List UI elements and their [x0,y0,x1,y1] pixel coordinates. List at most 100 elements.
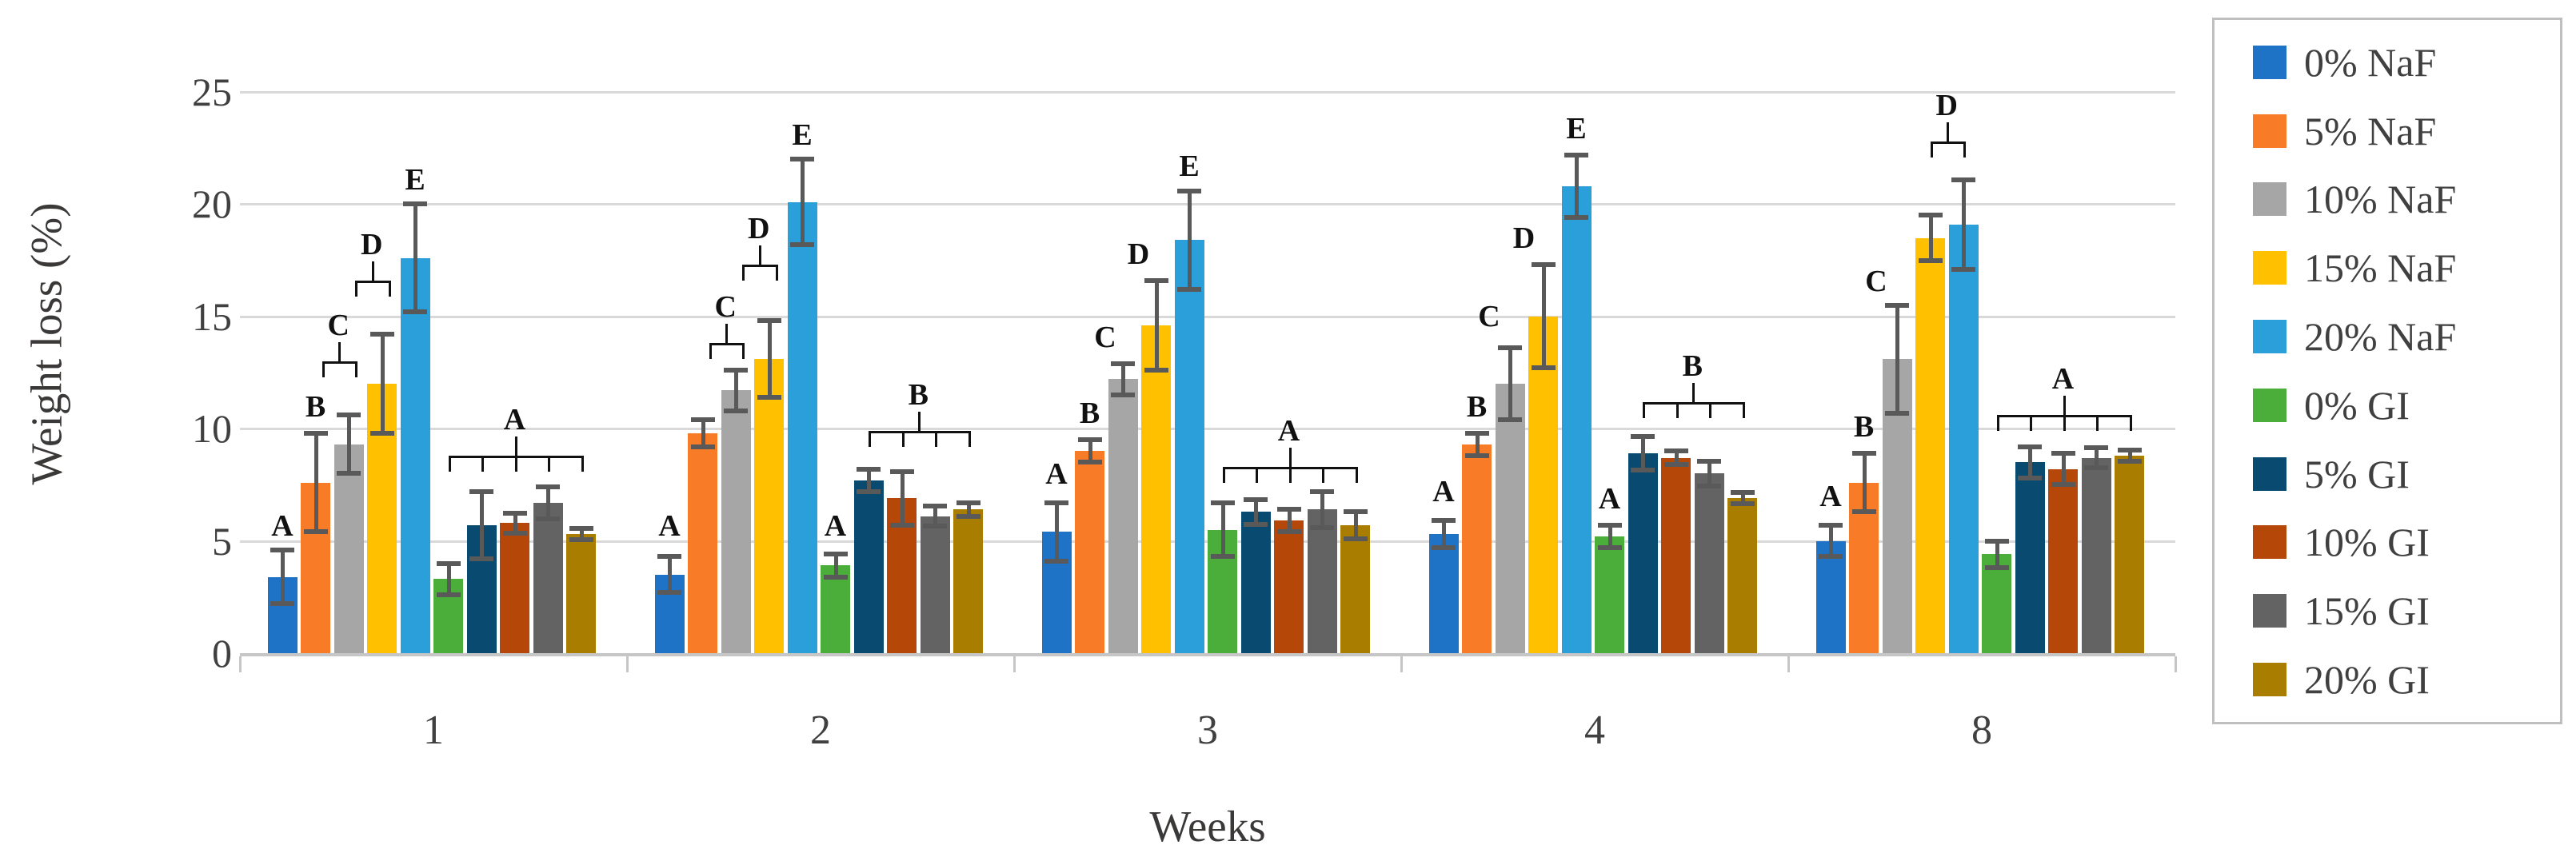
error-bar [347,415,351,474]
bracket-stem [1947,122,1950,142]
y-tick-label: 10 [192,406,232,452]
x-axis-line [240,653,2175,656]
error-bar-cap-top [270,547,294,552]
bar-week1-20GI [566,534,596,653]
error-bar-cap-top [502,510,527,516]
legend-item-15NaF: 15% NaF [2253,247,2560,289]
gridline-10 [240,428,2175,431]
error-bar-cap-top [1663,448,1688,454]
y-tick-label: 25 [192,70,232,114]
error-bar-cap-bottom [2051,482,2075,488]
legend-item-10NaF: 10% NaF [2253,178,2560,220]
error-bar [1641,436,1645,471]
bar-week4-10NaF [1495,384,1525,653]
bracket-leg [388,280,391,297]
bar-week1-15GI [533,502,563,653]
significance-letter: A [824,508,847,543]
error-bar-cap-top [1077,437,1102,443]
error-bar [1541,265,1546,369]
significance-letter: E [1179,149,1200,184]
significance-letter: C [1094,320,1116,354]
error-bar [767,321,772,397]
bracket-leg [1256,466,1258,483]
error-bar [1154,280,1159,371]
bracket-leg [968,431,971,447]
bracket-leg [581,455,584,472]
error-bar-cap-top [1432,518,1456,524]
error-bar [314,432,318,532]
significance-letter: B [305,389,326,424]
error-bar [1475,432,1480,456]
bar-week8-15NaF [1915,237,1945,653]
error-bar [1254,499,1258,524]
error-bar-cap-top [1531,262,1556,268]
error-bar [281,549,285,604]
error-bar-cap-top [2084,445,2108,451]
error-bar-cap-top [1631,434,1655,440]
error-bar [413,204,417,313]
bracket-leg [2030,415,2032,432]
error-bar-cap-top [2018,444,2042,449]
legend-swatch-icon [2253,388,2286,422]
bracket-leg [1742,401,1745,418]
error-bar-cap-top [724,368,748,373]
x-category-label: 3 [1197,708,1218,753]
significance-letter: B [1079,397,1100,431]
error-bar [1088,440,1092,463]
error-bar [801,159,805,245]
x-axis-tick [1400,656,1403,672]
error-bar-cap-top [1885,302,1909,308]
error-bar-cap-top [1951,177,1975,182]
legend-item-0NaF: 0% NaF [2253,42,2560,83]
error-bar [1508,348,1512,420]
error-bar-cap-top [1144,277,1168,283]
bracket-leg [1930,141,1933,157]
legend-swatch-icon [2253,663,2286,697]
significance-letter: B [908,378,929,412]
error-bar-cap-bottom [569,537,593,543]
error-bar-cap-bottom [1210,554,1235,560]
error-bar-cap-top [2051,451,2075,456]
error-bar-cap-bottom [270,601,294,607]
legend-swatch-icon [2253,45,2286,79]
error-bar [1320,491,1324,528]
error-bar-cap-bottom [1464,452,1489,458]
error-bar-cap-bottom [690,444,715,449]
significance-letter: E [792,118,813,152]
error-bar-cap-bottom [956,513,980,519]
error-bar-cap-bottom [1531,365,1556,371]
significance-letter: D [1935,88,1958,122]
error-bar-cap-bottom [757,394,781,400]
bar-week3-10NaF [1108,379,1138,653]
bar-week3-5NaF [1075,451,1104,653]
bracket-leg [355,361,357,377]
error-bar-cap-top [757,318,781,324]
legend-item-5NaF: 5% NaF [2253,110,2560,152]
significance-letter: A [2051,362,2075,397]
legend-item-20NaF: 20% NaF [2253,316,2560,357]
error-bar [2061,453,2066,485]
error-bar [1829,524,1833,557]
x-axis-title: Weeks [1149,802,1266,851]
error-bar-cap-bottom [1432,545,1456,551]
bar-week8-10GI [2048,468,2078,653]
error-bar-cap-bottom [403,309,427,315]
legend-swatch-icon [2253,114,2286,148]
bracket-stem [758,245,761,265]
significance-letter: B [1682,349,1703,383]
significance-letter: A [658,508,681,543]
error-bar-cap-bottom [724,408,748,413]
significance-letter: C [714,290,737,325]
error-bar-cap-top [1276,507,1301,512]
bracket-leg [1222,466,1225,483]
bracket-leg [1322,466,1324,483]
significance-letter: A [1598,481,1621,516]
legend-label: 15% GI [2304,588,2430,634]
legend-swatch-icon [2253,182,2286,217]
error-bar-cap-bottom [536,516,560,521]
bar-week4-5GI [1627,453,1658,653]
significance-letter: C [1865,264,1887,298]
y-tick-label: 20 [192,181,232,227]
error-bar [2095,448,2099,468]
error-bar-cap-bottom [436,592,461,597]
